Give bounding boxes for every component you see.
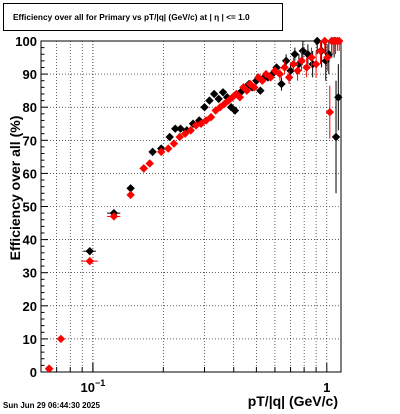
data-series [44, 36, 344, 373]
data-point [44, 364, 54, 373]
data-point [307, 53, 316, 62]
data-point [258, 76, 267, 85]
data-point [293, 66, 302, 75]
data-point [139, 164, 148, 173]
data-point [302, 63, 311, 72]
data-point [205, 96, 214, 105]
y-tick-label: 0 [30, 365, 37, 380]
data-point [85, 246, 94, 256]
x-tick-label: 1 [323, 380, 330, 395]
data-point [176, 124, 185, 133]
data-point [126, 190, 135, 200]
y-tick-label: 60 [23, 166, 37, 181]
y-axis-label: Efficiency over all (%) [7, 116, 23, 261]
data-point [56, 334, 66, 344]
data-point [321, 56, 330, 66]
y-tick-label: 50 [23, 200, 37, 215]
data-point [289, 59, 298, 69]
data-point [195, 116, 204, 125]
data-point [335, 36, 344, 46]
data-point [280, 63, 289, 72]
data-point [211, 106, 220, 115]
data-point [320, 36, 329, 46]
data-point [169, 139, 179, 148]
data-point [171, 124, 180, 133]
data-point [250, 83, 259, 92]
axis-ticks: 0 10 20 30 40 50 60 70 80 90 100 10−1 1 [15, 34, 330, 395]
data-point [186, 126, 195, 135]
data-point [165, 132, 174, 142]
chart-title: Efficiency over all for Primary vs pT/|q… [13, 12, 250, 22]
series-red [44, 36, 344, 373]
data-point [180, 129, 190, 138]
data-point [235, 93, 245, 102]
data-point [275, 69, 285, 79]
x-tick-label: 10−1 [81, 378, 106, 395]
x-axis-label: pT/|q| (GeV/c) [248, 393, 338, 409]
data-point [316, 46, 325, 56]
y-tick-label: 90 [23, 67, 37, 82]
data-point [323, 53, 332, 62]
data-point [220, 99, 229, 109]
series-black [44, 36, 343, 373]
y-tick-label: 80 [23, 100, 37, 115]
data-point [245, 79, 255, 89]
data-point [311, 59, 321, 69]
y-tick-label: 30 [23, 266, 37, 281]
data-point [188, 119, 198, 128]
data-point [126, 184, 135, 193]
data-point [286, 66, 295, 75]
data-point [281, 56, 291, 66]
data-point [230, 106, 240, 115]
data-point [109, 212, 119, 221]
title-box: Efficiency over all for Primary vs pT/|q… [3, 3, 283, 31]
data-point [232, 89, 241, 99]
data-point [256, 86, 265, 95]
data-point [222, 93, 232, 102]
data-point [196, 119, 206, 128]
y-tick-label: 20 [23, 299, 37, 314]
data-point [297, 56, 306, 66]
data-point [325, 107, 335, 117]
data-point [206, 112, 216, 122]
data-point [252, 76, 261, 85]
data-point [290, 50, 300, 59]
y-tick-label: 100 [15, 34, 37, 49]
data-point [266, 73, 275, 82]
data-point [313, 36, 322, 46]
y-tick-label: 10 [23, 332, 37, 347]
data-point [334, 93, 343, 102]
data-point [148, 147, 157, 157]
data-point [277, 79, 286, 89]
data-point [201, 116, 211, 125]
data-point [157, 147, 166, 157]
data-point [214, 94, 223, 104]
data-point [224, 96, 233, 105]
y-tick-label: 70 [23, 133, 37, 148]
data-point [164, 144, 173, 153]
y-tick-label: 40 [23, 233, 37, 248]
data-point [331, 132, 341, 142]
data-point [175, 132, 184, 142]
data-point [200, 103, 209, 112]
data-point [209, 89, 219, 99]
data-point [284, 73, 294, 82]
grid [40, 40, 341, 373]
data-point [145, 159, 154, 168]
data-point [85, 256, 94, 266]
timestamp-footer: Sun Jun 29 06:44:30 2025 [3, 401, 100, 410]
data-point [242, 86, 252, 95]
data-point [218, 88, 228, 97]
